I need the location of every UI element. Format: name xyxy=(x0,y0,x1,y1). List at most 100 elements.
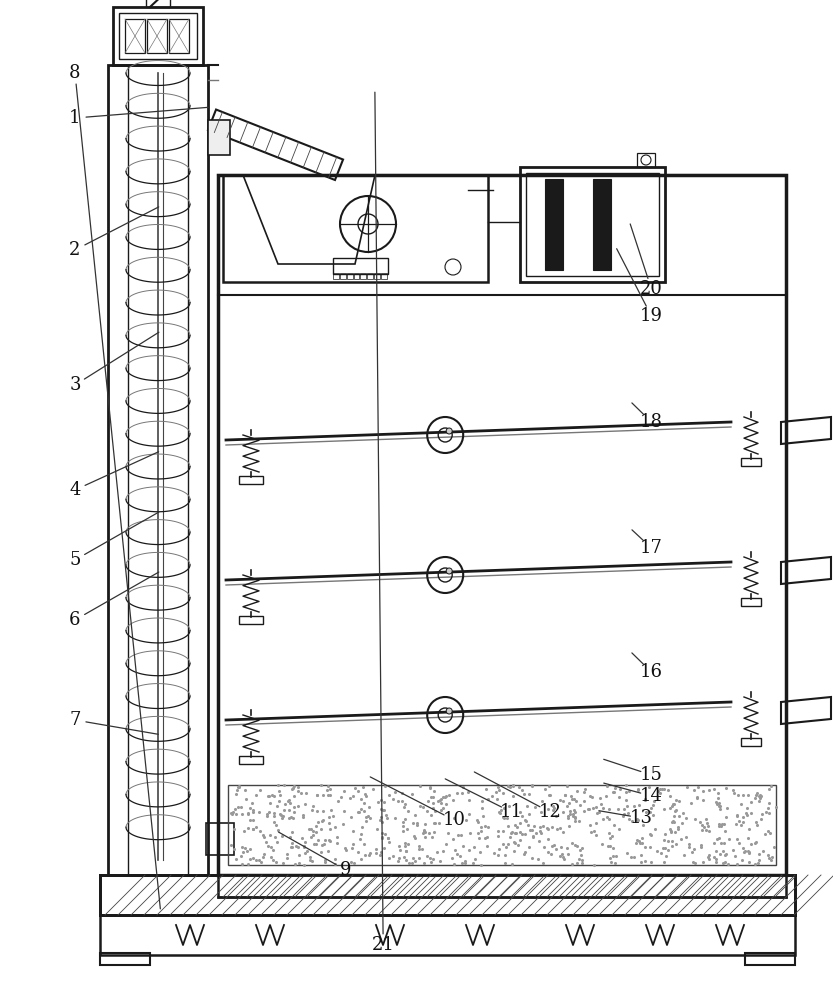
Point xyxy=(321,787,334,803)
Point xyxy=(439,788,452,804)
Point xyxy=(697,819,711,835)
Point xyxy=(717,835,731,851)
Point xyxy=(496,785,510,801)
Point xyxy=(590,827,603,843)
Point xyxy=(310,787,323,803)
Point xyxy=(401,821,414,837)
Point xyxy=(575,855,588,871)
Bar xyxy=(218,875,786,897)
Point xyxy=(619,792,632,808)
Point xyxy=(713,846,726,862)
Point xyxy=(669,792,682,808)
Point xyxy=(280,846,293,862)
Point xyxy=(262,804,275,820)
Point xyxy=(388,810,402,826)
Point xyxy=(666,813,680,829)
Point xyxy=(355,819,368,835)
Point xyxy=(631,781,644,797)
Point xyxy=(298,834,312,850)
Point xyxy=(337,783,351,799)
Point xyxy=(454,848,467,864)
Point xyxy=(370,845,383,861)
Point xyxy=(232,779,246,795)
Point xyxy=(744,836,757,852)
Point xyxy=(451,785,464,801)
Point xyxy=(643,826,656,842)
Point xyxy=(450,846,463,862)
Point xyxy=(577,793,591,809)
Point xyxy=(585,789,598,805)
Point xyxy=(511,819,524,835)
Point xyxy=(394,842,407,858)
Point xyxy=(382,834,396,850)
Point xyxy=(475,857,488,873)
Point xyxy=(430,844,443,860)
Point xyxy=(701,818,715,834)
Point xyxy=(481,829,494,845)
Point xyxy=(447,810,461,826)
Point xyxy=(668,796,681,812)
Point xyxy=(399,838,412,854)
Point xyxy=(710,843,723,859)
Point xyxy=(257,829,271,845)
Point xyxy=(500,810,513,826)
Text: 13: 13 xyxy=(630,809,653,827)
Point xyxy=(559,787,572,803)
Point xyxy=(596,800,610,816)
Bar xyxy=(239,756,263,764)
Point xyxy=(472,830,486,846)
Point xyxy=(406,855,419,871)
Point xyxy=(456,838,469,854)
Point xyxy=(513,815,526,831)
Point xyxy=(717,843,731,859)
Point xyxy=(282,810,295,826)
Point xyxy=(312,832,325,848)
Point xyxy=(748,790,761,806)
Point xyxy=(617,806,631,822)
Point xyxy=(439,789,452,805)
Point xyxy=(563,806,576,822)
Point xyxy=(358,786,372,802)
Point xyxy=(347,823,360,839)
Point xyxy=(317,803,330,819)
Point xyxy=(702,851,716,867)
Point xyxy=(506,788,520,804)
Point xyxy=(753,788,766,804)
Point xyxy=(541,801,555,817)
Point xyxy=(492,804,506,820)
Bar xyxy=(333,273,339,279)
Point xyxy=(639,804,652,820)
Point xyxy=(731,831,744,847)
Point xyxy=(497,810,511,826)
Point xyxy=(397,823,410,839)
Point xyxy=(696,822,709,838)
Point xyxy=(494,805,507,821)
Point xyxy=(256,827,269,843)
Point xyxy=(311,814,324,830)
Point xyxy=(549,841,562,857)
Point xyxy=(679,829,692,845)
Point xyxy=(736,840,750,856)
Point xyxy=(521,817,534,833)
Point xyxy=(769,799,782,815)
Point xyxy=(647,793,661,809)
Point xyxy=(411,815,424,831)
Point xyxy=(331,829,344,845)
Point xyxy=(247,804,260,820)
Point xyxy=(712,816,726,832)
Point xyxy=(503,779,516,795)
Point xyxy=(715,835,728,851)
Point xyxy=(376,829,389,845)
Point xyxy=(382,830,395,846)
Point xyxy=(227,804,240,820)
Point xyxy=(471,814,485,830)
Point xyxy=(601,838,615,854)
Point xyxy=(646,807,660,823)
Point xyxy=(476,808,490,824)
Point xyxy=(265,787,278,803)
Point xyxy=(321,778,334,794)
Point xyxy=(579,781,592,797)
Point xyxy=(315,821,328,837)
Point xyxy=(297,839,311,855)
Point xyxy=(271,834,284,850)
